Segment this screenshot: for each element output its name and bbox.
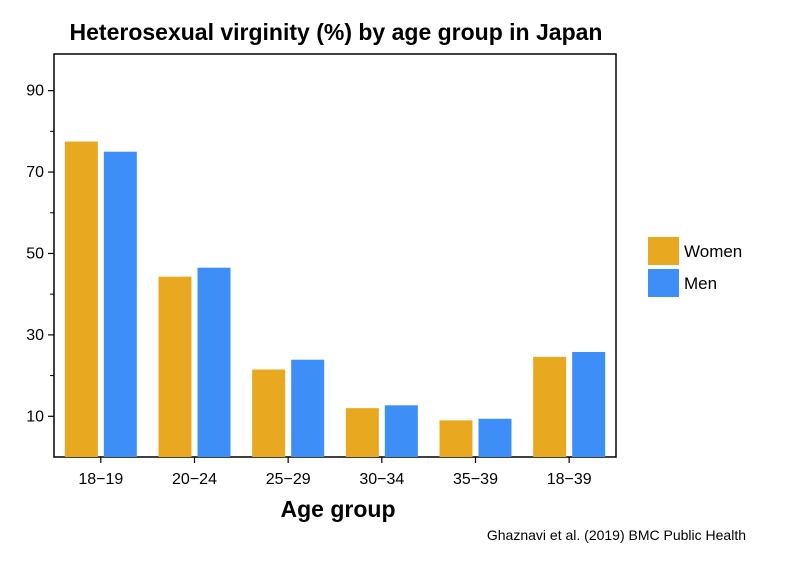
- bar-women: [345, 408, 379, 457]
- bar-men: [291, 359, 325, 457]
- bar-women: [64, 141, 98, 457]
- x-tick-label: 25−29: [266, 471, 311, 488]
- bar-men: [197, 267, 231, 457]
- y-tick-label: 30: [26, 327, 44, 344]
- bar-women: [439, 420, 473, 457]
- bar-men: [572, 351, 606, 457]
- x-tick-label: 30−34: [359, 471, 404, 488]
- legend-swatch-women: [648, 237, 679, 265]
- legend: Women Men: [648, 237, 742, 297]
- bar-men: [384, 405, 418, 457]
- x-tick-label: 20−24: [172, 471, 217, 488]
- chart-title: Heterosexual virginity (%) by age group …: [70, 19, 603, 45]
- y-axis: 10 30 50 70 90: [26, 83, 54, 425]
- x-tick-label: 18−39: [547, 471, 592, 488]
- y-tick-label: 10: [26, 408, 44, 425]
- y-tick-label: 50: [26, 245, 44, 262]
- bar-men: [478, 418, 512, 457]
- source-note: Ghaznavi et al. (2019) BMC Public Health: [487, 527, 746, 543]
- plot-frame: [53, 53, 617, 458]
- x-axis: 18−19 20−24 25−29 30−34 35−39 18−39: [78, 457, 592, 488]
- bar-men: [103, 151, 137, 458]
- legend-label-women: Women: [684, 242, 742, 261]
- bars: [64, 141, 606, 458]
- legend-label-men: Men: [684, 274, 717, 293]
- y-tick-label: 90: [26, 83, 44, 100]
- x-tick-label: 35−39: [453, 471, 498, 488]
- bar-women: [533, 356, 567, 457]
- legend-swatch-men: [648, 269, 679, 297]
- bar-women: [158, 276, 192, 457]
- y-tick-label: 70: [26, 164, 44, 181]
- x-tick-label: 18−19: [78, 471, 123, 488]
- x-axis-title: Age group: [281, 496, 396, 522]
- bar-women: [252, 369, 286, 457]
